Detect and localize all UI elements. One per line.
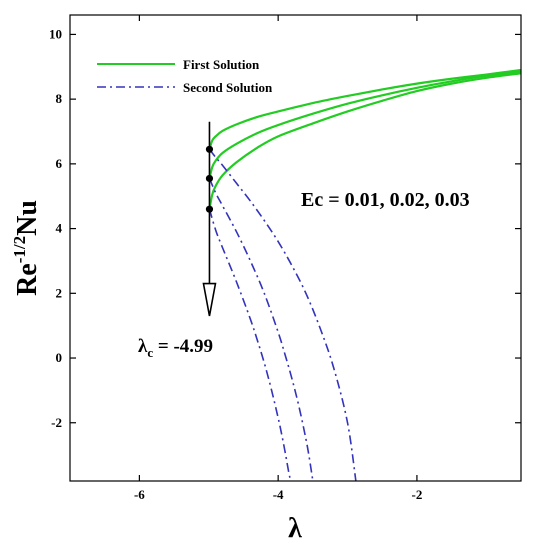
parameter-annotation: Ec = 0.01, 0.02, 0.03 (301, 189, 470, 211)
y-axis-title-base: Re (12, 263, 43, 296)
plot-frame (69, 14, 522, 482)
second-solution-curve-ec-0-03 (208, 208, 292, 481)
y-tick-label: 6 (56, 156, 63, 171)
y-axis-title-superscript: -1/2 (10, 236, 29, 263)
curves-layer (208, 68, 521, 481)
critical-symbol: λ (138, 336, 148, 357)
critical-value: = -4.99 (153, 336, 213, 357)
y-tick-label: 4 (56, 221, 63, 236)
second-solution-curve-ec-0-02 (208, 178, 314, 481)
second-solution-curve-ec-0-01 (208, 148, 357, 481)
x-tick-label: -6 (134, 487, 145, 502)
critical-subscript: c (147, 345, 153, 360)
critical-arrow (202, 121, 217, 317)
y-axis-title: Re-1/2Nu (10, 200, 43, 296)
legend-label-first-solution: First Solution (183, 57, 260, 72)
first-solution-curve-ec-0-03 (208, 72, 521, 210)
y-tick-label: 0 (56, 350, 63, 365)
critical-point-annotation: λc = -4.99 (138, 336, 213, 360)
x-tick-label: -4 (273, 487, 284, 502)
first-solution-curve-ec-0-01 (208, 68, 521, 150)
y-tick-label: -2 (51, 415, 62, 430)
y-tick-label: 10 (49, 26, 62, 41)
axis-ticks: -6 -4 -2 -2 0 2 4 6 8 10 (49, 15, 521, 502)
y-axis-title-tail: Nu (12, 200, 43, 236)
y-tick-label: 2 (56, 285, 63, 300)
y-tick-label: 8 (56, 91, 63, 106)
x-axis-title: λ (288, 513, 302, 544)
arrow-head (202, 282, 217, 317)
x-tick-label: -2 (412, 487, 423, 502)
legend-label-second-solution: Second Solution (183, 80, 273, 95)
legend: First Solution Second Solution (97, 57, 273, 95)
first-solution-curve-ec-0-02 (208, 70, 521, 179)
